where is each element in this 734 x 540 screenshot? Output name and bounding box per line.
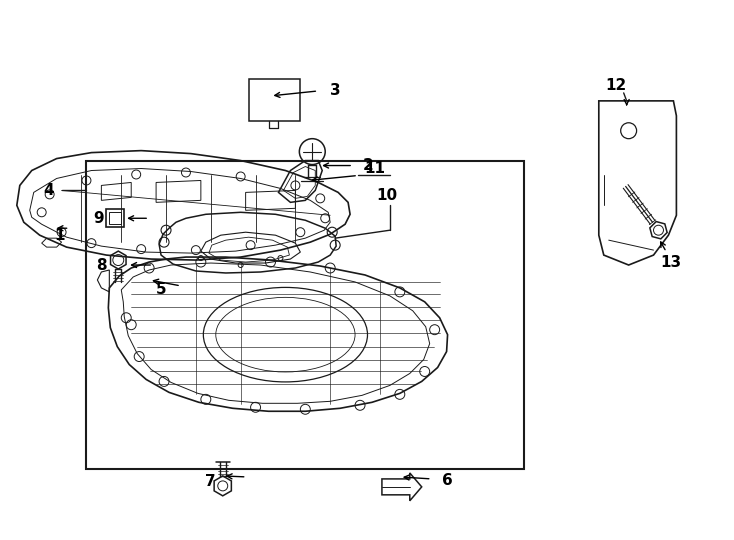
Text: 1: 1 bbox=[54, 228, 65, 242]
Text: 10: 10 bbox=[377, 188, 397, 203]
Text: 11: 11 bbox=[365, 161, 385, 176]
Text: 3: 3 bbox=[330, 83, 341, 98]
Bar bbox=[106, 210, 124, 227]
Text: 13: 13 bbox=[660, 254, 681, 269]
Text: 7: 7 bbox=[206, 475, 216, 489]
Bar bbox=[87, 160, 524, 469]
Text: 4: 4 bbox=[43, 183, 54, 198]
Bar bbox=[109, 212, 121, 224]
Text: 6: 6 bbox=[442, 474, 453, 488]
Text: 12: 12 bbox=[605, 78, 626, 93]
Bar bbox=[249, 79, 300, 121]
Text: 5: 5 bbox=[156, 282, 166, 298]
Text: 2: 2 bbox=[363, 158, 374, 173]
Text: 8: 8 bbox=[96, 258, 106, 273]
Text: 9: 9 bbox=[93, 211, 103, 226]
